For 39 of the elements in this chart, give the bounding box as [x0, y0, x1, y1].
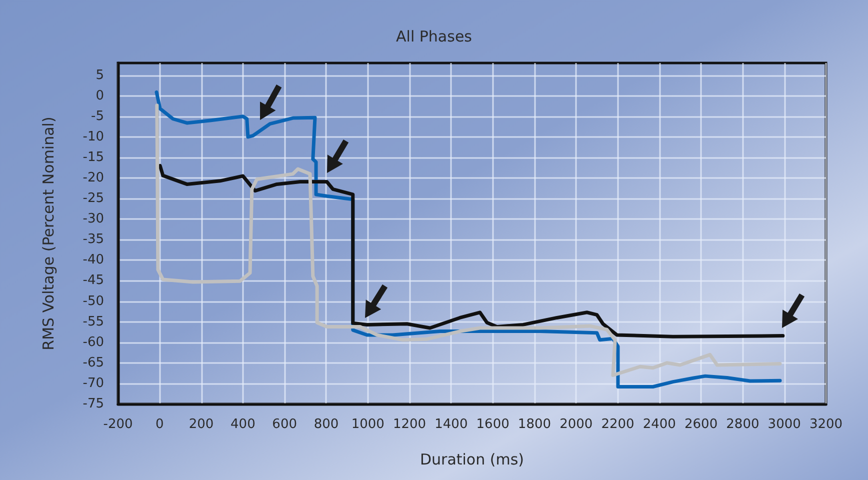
- y-tick-label: -35: [82, 232, 104, 248]
- x-axis-title: Duration (ms): [420, 450, 524, 468]
- x-tick-label: -200: [103, 417, 133, 432]
- y-tick-label: -70: [82, 376, 104, 391]
- y-tick-label: -60: [82, 334, 104, 350]
- y-tick-label: -5: [91, 108, 104, 124]
- x-tick-label: 2800: [726, 417, 760, 432]
- line-series: [158, 164, 785, 338]
- x-tick-label: 200: [188, 417, 214, 432]
- chart-title: All Phases: [396, 28, 472, 46]
- y-tick-label: -65: [82, 355, 104, 370]
- x-tick-label: 2600: [684, 417, 718, 432]
- y-tick-label: -20: [82, 170, 104, 186]
- x-tick-label: 0: [156, 417, 164, 432]
- x-tick-label: 1000: [351, 417, 384, 432]
- x-tick-label: 2000: [560, 417, 593, 432]
- y-tick-label: 0: [96, 88, 104, 104]
- x-tick-label: 1800: [518, 417, 552, 432]
- y-tick-label: -55: [82, 314, 104, 330]
- x-tick-label: 400: [230, 417, 256, 432]
- x-tick-label: 2200: [601, 417, 634, 432]
- y-tick-label: -75: [82, 396, 104, 412]
- y-tick-label: -25: [82, 191, 104, 206]
- y-tick-label: -10: [82, 129, 104, 144]
- y-tick-label: -15: [82, 150, 104, 165]
- y-tick-label: -45: [82, 273, 104, 288]
- x-tick-label: 2400: [642, 417, 676, 432]
- x-tick-label: 800: [314, 417, 339, 432]
- y-tick-label: 5: [96, 68, 104, 83]
- x-tick-label: 600: [272, 417, 297, 432]
- y-axis-title: RMS Voltage (Percent Nominal): [40, 116, 58, 350]
- y-tick-label: -50: [82, 294, 104, 309]
- x-tick-label: 1400: [434, 417, 468, 432]
- x-tick-label: 1600: [476, 417, 510, 432]
- y-tick-label: -30: [82, 212, 104, 227]
- x-tick-label: 1200: [392, 417, 426, 432]
- y-tick-label: -40: [82, 252, 104, 268]
- x-tick-label: 3200: [809, 417, 843, 432]
- x-tick-label: 3000: [768, 417, 801, 432]
